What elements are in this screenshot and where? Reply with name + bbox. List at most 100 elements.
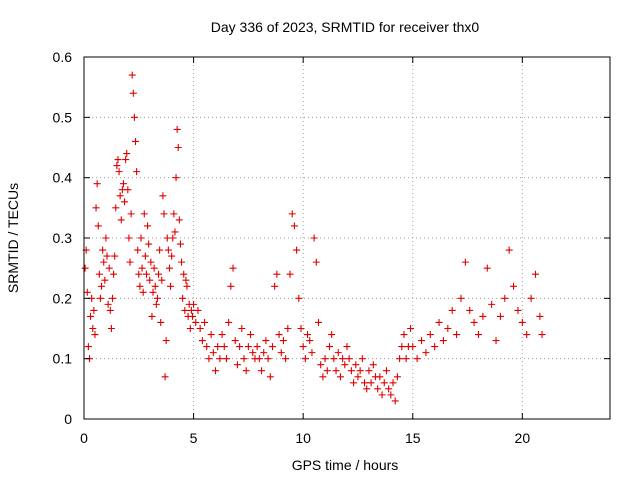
data-point (315, 318, 323, 326)
y-axis-label: SRMTID / TECUs (5, 183, 21, 293)
data-point (212, 367, 219, 375)
data-point (308, 349, 316, 357)
data-point (121, 198, 129, 206)
data-point (119, 180, 127, 188)
data-point (98, 282, 106, 290)
data-point (402, 355, 410, 363)
data-point (505, 246, 513, 254)
data-point (162, 337, 170, 345)
data-point (439, 337, 447, 345)
data-point (431, 343, 439, 351)
data-point (334, 349, 342, 357)
data-point (286, 270, 294, 278)
data-point (83, 288, 91, 296)
y-tick-label: 0.5 (53, 109, 73, 125)
data-point (242, 367, 250, 375)
data-point (374, 385, 382, 393)
data-point (448, 306, 456, 314)
data-point (461, 258, 469, 266)
data-point (275, 331, 283, 339)
data-point (192, 318, 200, 326)
data-point (99, 246, 107, 254)
data-point (149, 288, 157, 296)
data-point (183, 282, 191, 290)
data-point (129, 89, 137, 97)
data-point (260, 349, 268, 357)
x-tick-label: 10 (295, 430, 311, 446)
data-point (107, 325, 115, 332)
data-point (457, 294, 465, 302)
data-point (225, 318, 233, 326)
data-point (523, 331, 531, 339)
y-tick-label: 0 (64, 411, 72, 427)
data-point (483, 264, 491, 272)
data-point (350, 379, 358, 387)
data-point (299, 343, 307, 351)
data-point (144, 222, 152, 230)
data-point (117, 216, 125, 224)
data-point (341, 361, 349, 369)
data-point (536, 312, 544, 320)
data-point (142, 270, 150, 278)
data-point (152, 300, 160, 308)
data-point (110, 270, 118, 278)
data-point (510, 282, 518, 290)
data-point (113, 162, 121, 170)
data-point (297, 325, 305, 332)
data-point (518, 318, 526, 326)
data-point (400, 331, 408, 339)
data-point (145, 240, 153, 248)
y-tick-label: 0.4 (53, 170, 73, 186)
data-point (132, 137, 140, 145)
data-point (87, 312, 95, 320)
data-point (114, 156, 122, 164)
y-tick-label: 0.6 (53, 49, 73, 65)
data-point (262, 337, 270, 345)
data-point (407, 325, 415, 332)
data-point (140, 210, 148, 218)
data-point (328, 331, 336, 339)
data-point (271, 282, 279, 290)
data-point (182, 276, 190, 284)
data-point (343, 343, 351, 351)
data-point (136, 282, 144, 290)
data-point (159, 192, 167, 200)
x-tick-label: 0 (80, 430, 88, 446)
y-tick-label: 0.3 (53, 230, 73, 246)
data-point (105, 264, 113, 272)
data-point (179, 294, 187, 302)
data-point (138, 264, 146, 272)
x-tick-label: 15 (405, 430, 421, 446)
data-point (354, 373, 362, 381)
data-point (527, 294, 535, 302)
data-point (112, 204, 120, 212)
x-tick-label: 20 (515, 430, 531, 446)
data-point (100, 258, 108, 266)
data-point (151, 282, 159, 290)
data-point (514, 306, 522, 314)
data-point (174, 144, 182, 151)
data-point (418, 337, 426, 345)
data-point (168, 252, 176, 260)
data-point (365, 367, 373, 375)
data-point (247, 331, 255, 339)
data-point (157, 318, 165, 326)
data-point (222, 355, 230, 363)
data-point (236, 343, 244, 351)
data-point (290, 222, 298, 230)
data-point (126, 258, 134, 266)
data-point (175, 216, 183, 224)
data-point (363, 385, 371, 393)
data-point (282, 355, 290, 363)
data-point (391, 397, 399, 405)
data-point (181, 306, 189, 314)
data-point (317, 361, 325, 369)
data-point (111, 252, 119, 260)
data-point (81, 264, 89, 272)
data-point (190, 300, 198, 308)
data-point (268, 343, 276, 351)
data-point (233, 361, 241, 369)
data-point (369, 361, 377, 369)
data-point (128, 71, 136, 79)
